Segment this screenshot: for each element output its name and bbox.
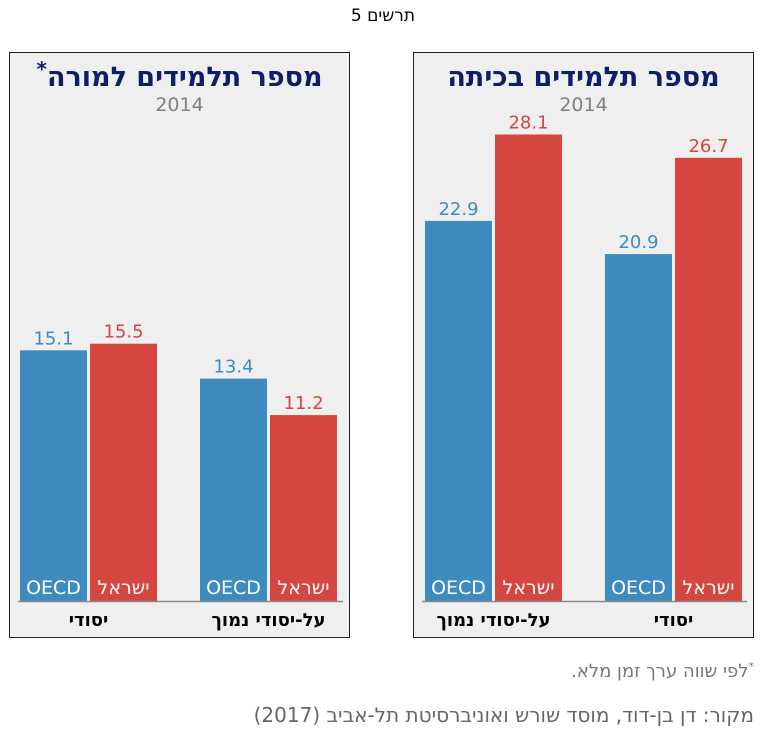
footnote: *לפי שווה ערך זמן מלא. (571, 660, 754, 682)
bar-oecd (20, 350, 87, 601)
chart-title: מספר תלמידים בכיתה (414, 57, 753, 93)
category-label: על-יסודי נמוך (437, 610, 551, 631)
bar-value-label: 20.9 (618, 232, 658, 253)
bar-oecd (605, 254, 672, 601)
footnote-text: לפי שווה ערך זמן מלא. (571, 661, 749, 682)
bar-value-label: 15.5 (103, 322, 143, 343)
chart-panel-students-per-teacher: מספר תלמידים למורה* 2014 15.1 OECD 15.5 ישר… (9, 52, 350, 638)
bar-israel (90, 343, 157, 601)
bar-series-label: ישראל (98, 577, 150, 599)
bar-series-label: ישראל (683, 577, 735, 599)
bar-series-label: ישראל (503, 577, 555, 599)
category-label: יסודי (654, 610, 694, 631)
bar-series-label: OECD (26, 577, 81, 599)
bar-israel (675, 157, 742, 602)
bar-chart-svg: 22.9 OECD 28.1 ישראל על-יסודי נמוך 20.9 OECD 26… (422, 113, 747, 631)
bar-value-label: 15.1 (33, 328, 73, 349)
bar-series-label: ישראל (278, 577, 330, 599)
chart-title-text: מספר תלמידים בכיתה (447, 62, 720, 93)
chart-panel-students-per-class: מספר תלמידים בכיתה 2014 22.9 OECD 28.1 ישרא… (413, 52, 754, 638)
bar-value-label: 13.4 (213, 357, 253, 378)
bar-series-label: OECD (206, 577, 261, 599)
bar-oecd (200, 378, 267, 601)
figure-title: תרשים 5 (350, 6, 416, 26)
chart-subtitle: 2014 (155, 94, 204, 116)
chart-title-mark: * (36, 57, 47, 81)
chart-title-text: מספר תלמידים למורה (46, 62, 323, 93)
bar-oecd (425, 220, 492, 601)
bar-value-label: 11.2 (283, 393, 323, 414)
bar-israel (495, 134, 562, 601)
footnote-mark: * (748, 660, 755, 673)
bar-series-label: OECD (611, 577, 666, 599)
bar-value-label: 26.7 (688, 136, 728, 157)
bar-chart-svg: 15.1 OECD 15.5 ישראל יסודי 13.4 OECD 11.2 ישראל ע… (18, 322, 343, 631)
bar-israel (270, 415, 337, 601)
category-label: יסודי (69, 610, 109, 631)
bar-value-label: 28.1 (508, 113, 548, 134)
chart-title: מספר תלמידים למורה* (10, 57, 349, 93)
category-label: על-יסודי נמוך (212, 610, 326, 631)
source-note: מקור: דן בן-דוד, מוסד שורש ואוניברסיטת ת… (253, 703, 754, 727)
bar-value-label: 22.9 (438, 199, 478, 220)
chart-subtitle: 2014 (559, 94, 608, 116)
bar-series-label: OECD (431, 577, 486, 599)
